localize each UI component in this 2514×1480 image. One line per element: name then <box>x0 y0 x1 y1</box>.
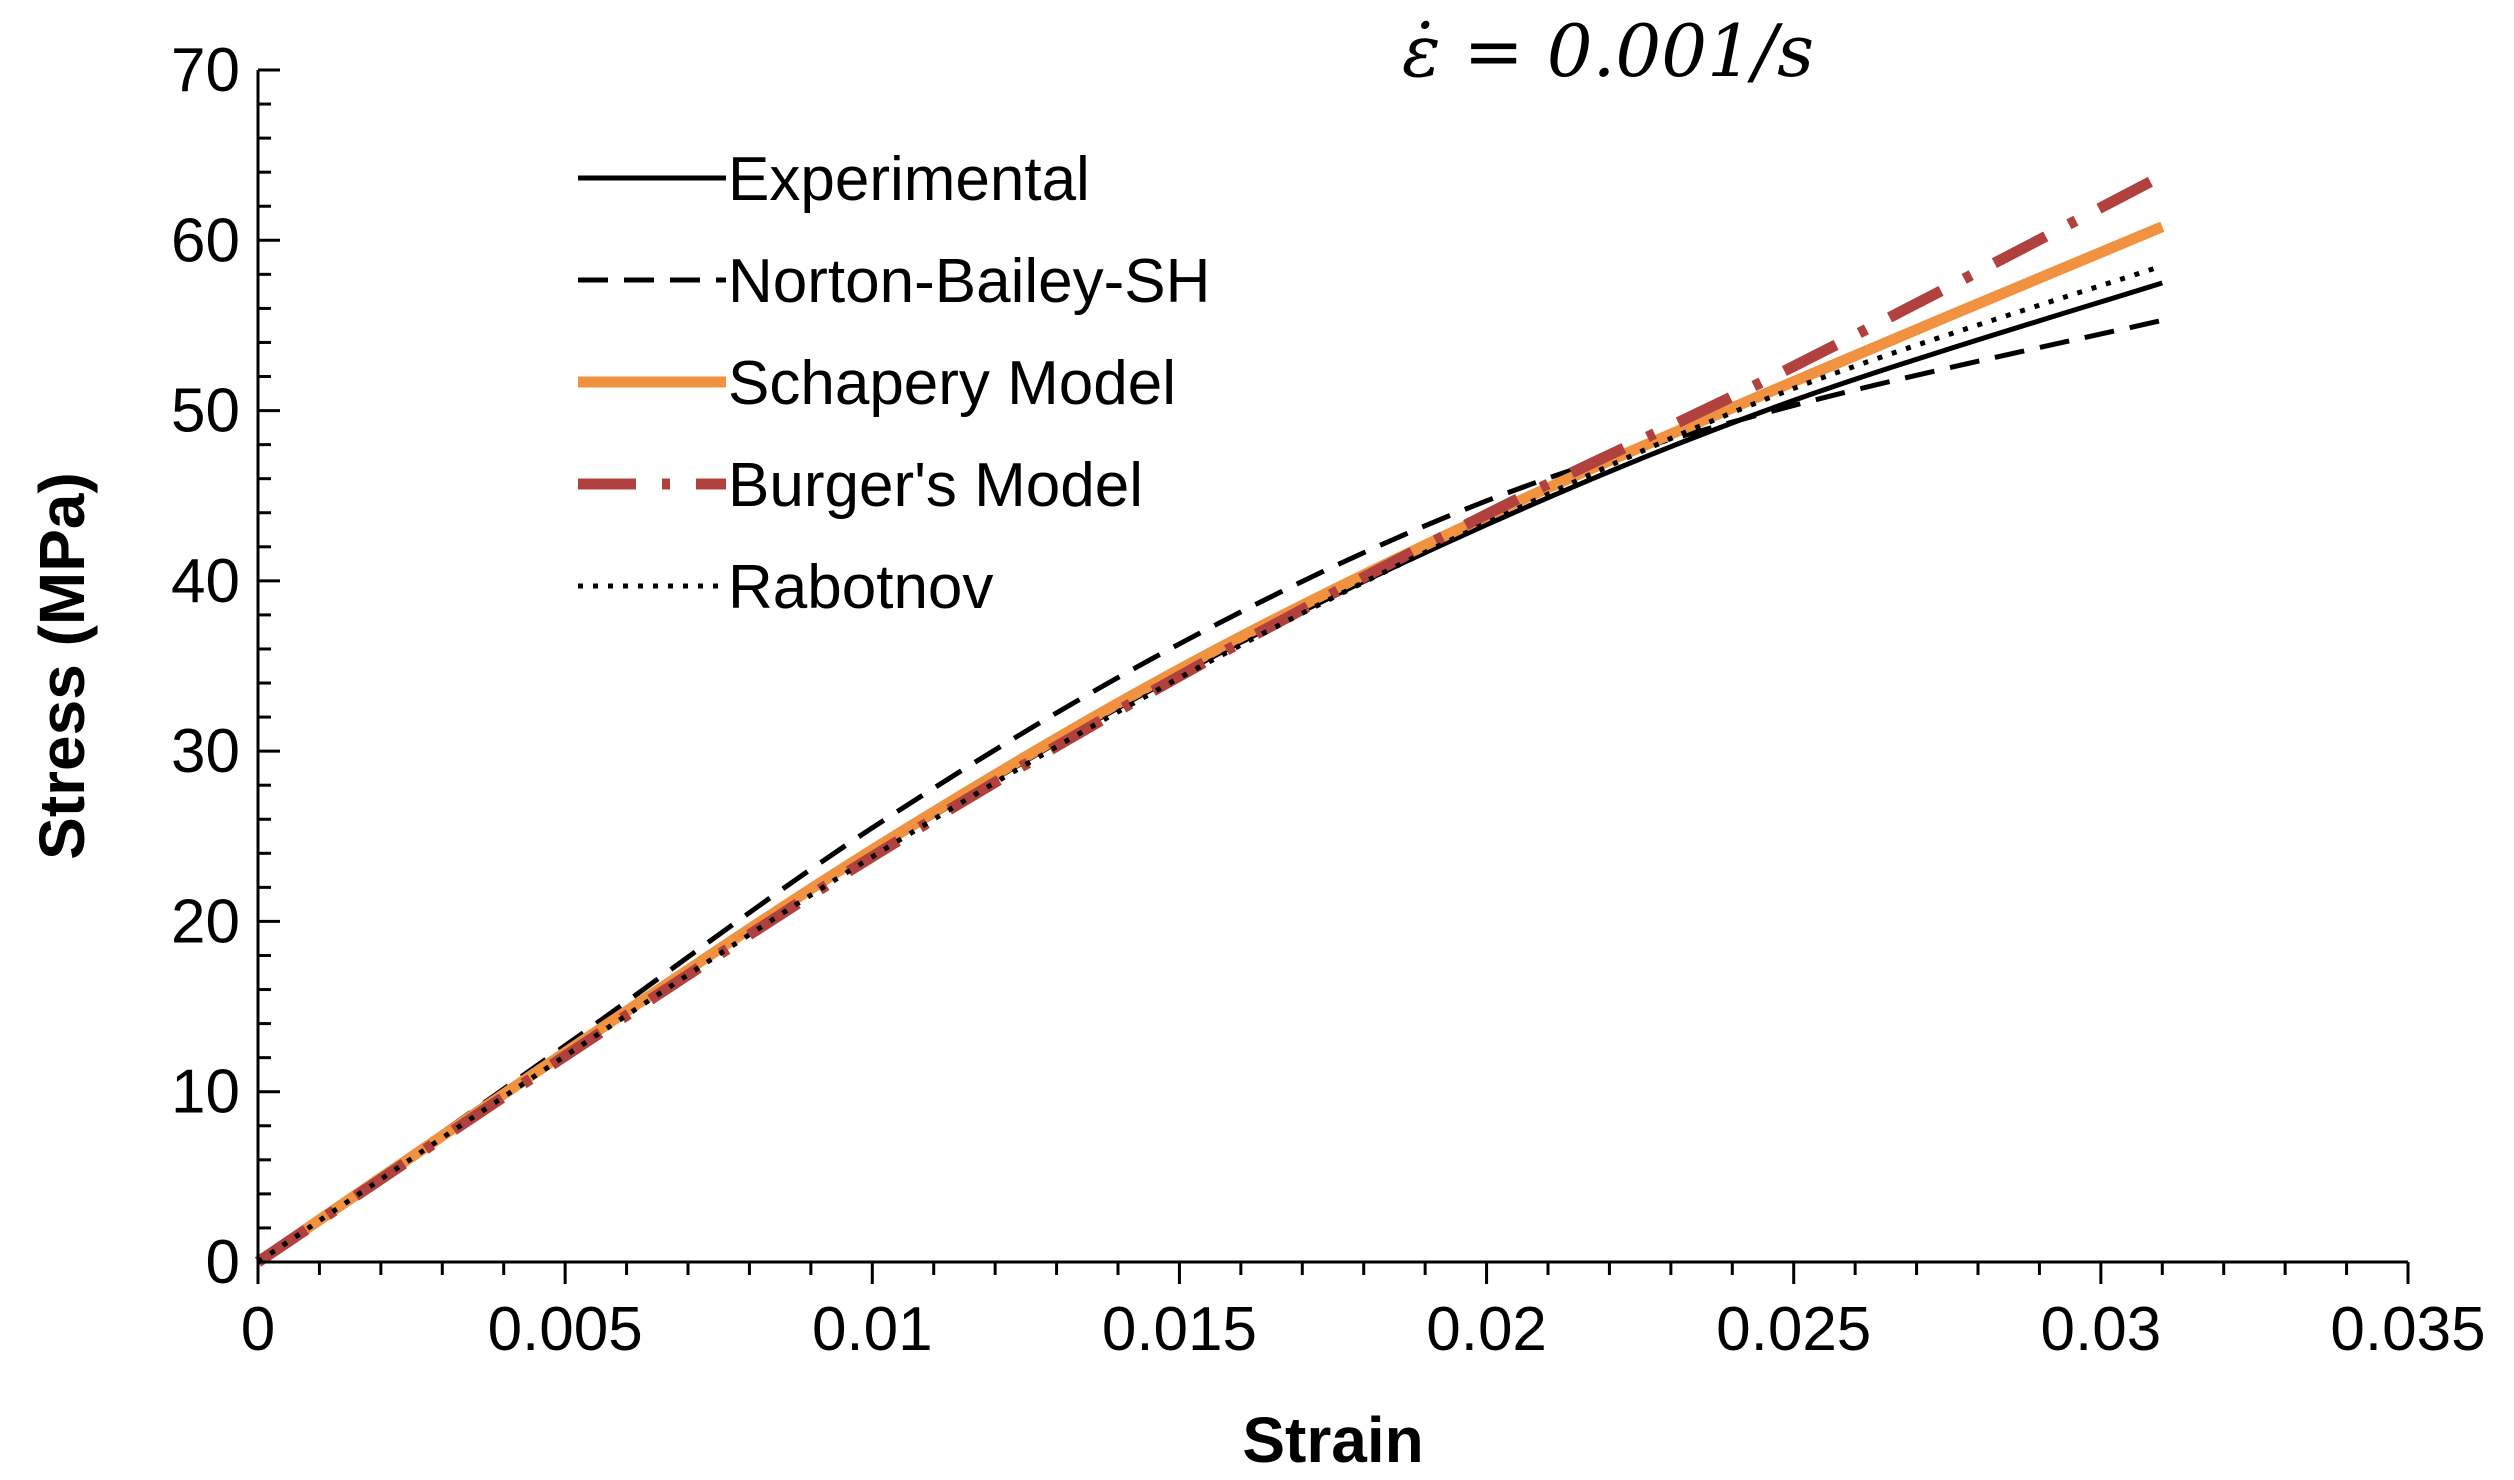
y-tick-label: 70 <box>171 36 240 105</box>
y-tick-label: 0 <box>206 1228 240 1297</box>
y-axis-title: Stress (MPa) <box>26 472 98 860</box>
series-line-burger-s-model <box>254 170 2165 1267</box>
x-axis-title: Strain <box>1242 1404 1423 1476</box>
y-tick-label: 50 <box>171 377 240 446</box>
strain-rate-annotation: ε̇ = 0.001/s <box>1402 9 1814 93</box>
x-tick-label: 0.02 <box>1426 1295 1547 1364</box>
y-tick-label: 10 <box>171 1058 240 1127</box>
axes-group <box>256 70 2408 1264</box>
legend-label: Norton-Bailey-SH <box>728 247 1210 316</box>
y-tick-label: 20 <box>171 887 240 956</box>
x-tick-label: 0.025 <box>1716 1295 1871 1364</box>
y-tick-label: 40 <box>171 547 240 616</box>
x-tick-label: 0.005 <box>488 1295 643 1364</box>
legend-label: Rabotnov <box>728 553 993 622</box>
tick-group: 0 0.005 0.01 0.015 0.02 0.025 0.03 0.035 0 10 20 30… <box>171 36 2486 1364</box>
series-line-experimental <box>256 280 2164 1265</box>
x-tick-label: 0.03 <box>2041 1295 2162 1364</box>
series-group <box>254 170 2165 1267</box>
y-tick-label: 60 <box>171 206 240 275</box>
x-tick-label: 0.01 <box>812 1295 933 1364</box>
legend-label: Experimental <box>728 145 1090 214</box>
legend-label: Burger's Model <box>728 451 1143 520</box>
y-tick-label: 30 <box>171 717 240 786</box>
x-tick-label: 0.035 <box>2330 1295 2485 1364</box>
series-line-schapery-model <box>254 221 2165 1267</box>
series-line-rabotnov <box>256 263 2164 1265</box>
x-tick-label: 0 <box>241 1295 275 1364</box>
legend: Experimental Norton-Bailey-SH Schapery Mod… <box>578 145 1210 622</box>
legend-label: Schapery Model <box>728 349 1176 418</box>
x-tick-label: 0.015 <box>1102 1295 1257 1364</box>
series-line-norton-bailey-sh <box>256 317 2163 1265</box>
